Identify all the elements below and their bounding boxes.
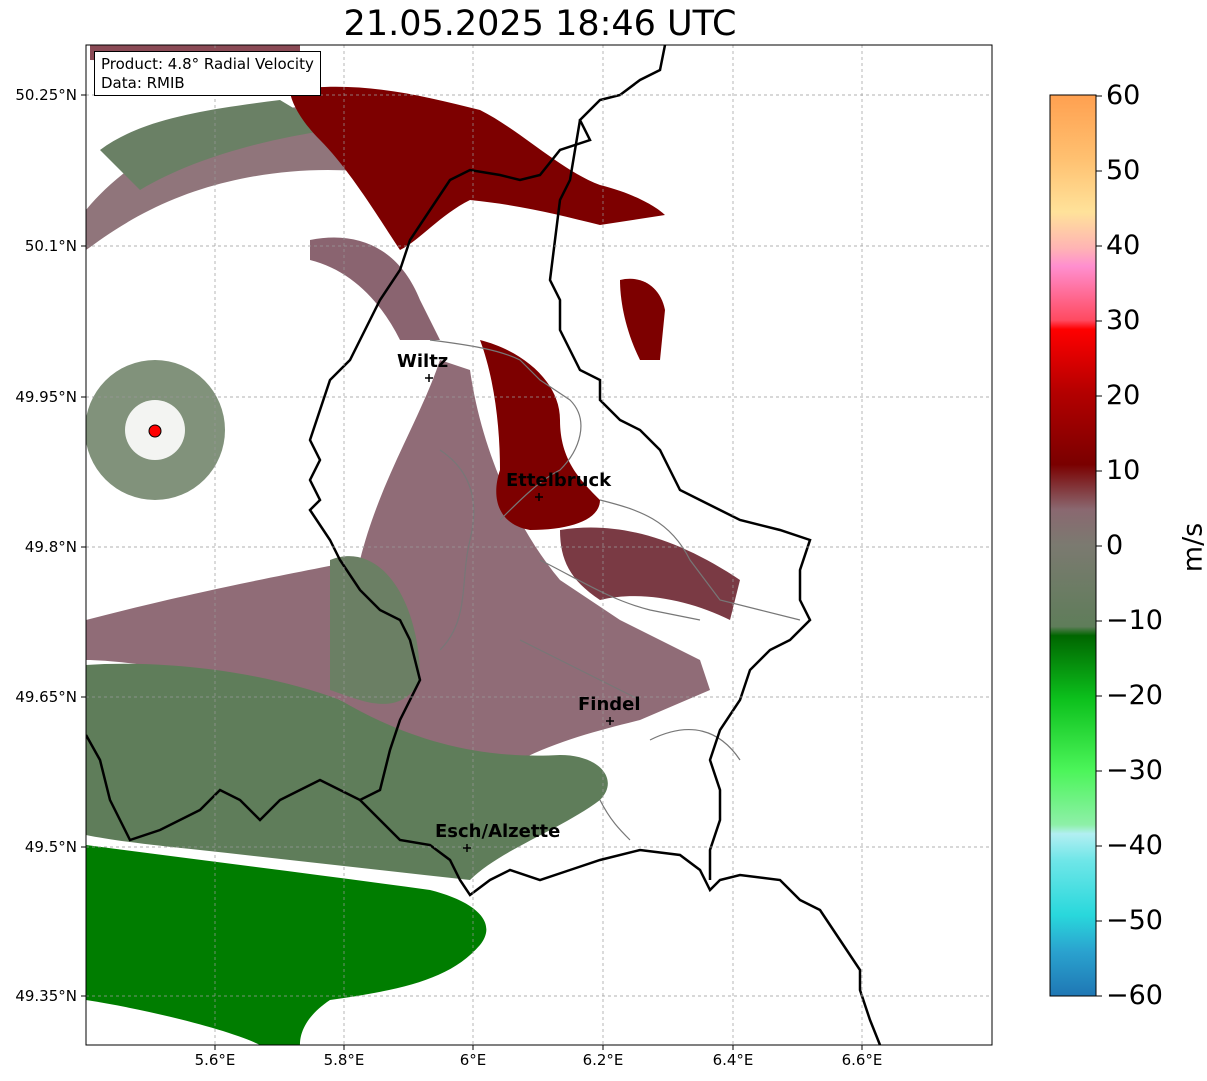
colorbar-tick-label: −20 bbox=[1106, 680, 1163, 711]
colorbar bbox=[1049, 94, 1097, 997]
map-title: 21.05.2025 18:46 UTC bbox=[343, 4, 737, 44]
city-label-ettelbruck: Ettelbruck bbox=[506, 470, 612, 491]
lon-tick-label: 6.6°E bbox=[841, 1051, 883, 1069]
colorbar-tick-label: −10 bbox=[1106, 605, 1163, 636]
colorbar-tick-label: −40 bbox=[1106, 830, 1163, 861]
data-source-label: Data: RMIB bbox=[101, 74, 185, 92]
city-label-esch-alzette: Esch/Alzette bbox=[435, 821, 561, 842]
colorbar-tick-label: 10 bbox=[1106, 455, 1141, 486]
colorbar-unit-label: m/s bbox=[1177, 522, 1207, 573]
lat-tick-label: 49.35°N bbox=[15, 987, 77, 1005]
product-info-box: Product: 4.8° Radial Velocity Data: RMIB bbox=[94, 51, 321, 96]
lat-tick-label: 49.8°N bbox=[24, 538, 77, 556]
colorbar-tick-label: 20 bbox=[1106, 380, 1141, 411]
colorbar-tick-label: 50 bbox=[1106, 155, 1141, 186]
lat-tick-label: 50.25°N bbox=[15, 86, 77, 104]
lon-tick-label: 5.6°E bbox=[194, 1051, 236, 1069]
lat-tick-label: 49.95°N bbox=[15, 388, 77, 406]
colorbar-tick-label: 0 bbox=[1106, 530, 1124, 561]
colorbar-tick-label: 30 bbox=[1106, 305, 1141, 336]
lon-tick-label: 6°E bbox=[459, 1051, 487, 1069]
lon-tick-label: 6.2°E bbox=[582, 1051, 624, 1069]
colorbar-tick-label: 40 bbox=[1106, 230, 1141, 261]
colorbar-tick-label: 60 bbox=[1106, 80, 1141, 111]
lat-tick-label: 49.5°N bbox=[24, 838, 77, 856]
colorbar-tick-label: −50 bbox=[1106, 905, 1163, 936]
lat-tick-label: 50.1°N bbox=[24, 237, 77, 255]
city-label-findel: Findel bbox=[578, 694, 641, 715]
lon-tick-label: 6.4°E bbox=[712, 1051, 754, 1069]
lon-tick-label: 5.8°E bbox=[323, 1051, 365, 1069]
radar-echoes bbox=[86, 45, 992, 1045]
colorbar-tick-label: −30 bbox=[1106, 755, 1163, 786]
colorbar-tick-label: −60 bbox=[1106, 980, 1163, 1011]
city-label-wiltz: Wiltz bbox=[397, 351, 449, 372]
lat-tick-label: 49.65°N bbox=[15, 688, 77, 706]
product-label: Product: 4.8° Radial Velocity bbox=[101, 55, 314, 73]
